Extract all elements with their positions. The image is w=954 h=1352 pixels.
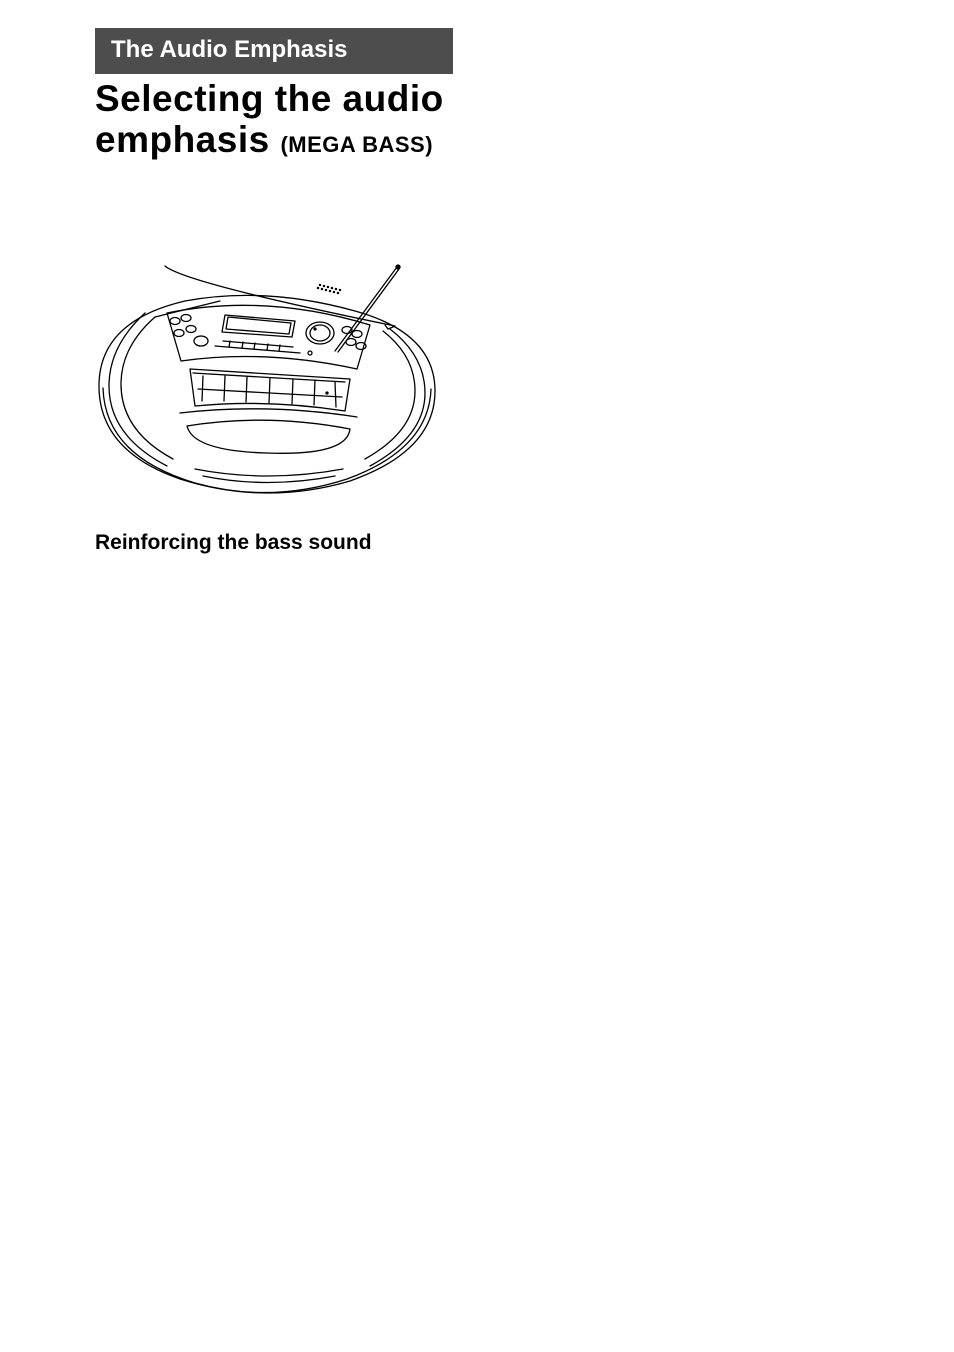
product-illustration	[95, 221, 440, 501]
title-line-1: Selecting the audio	[95, 80, 954, 119]
page-title-block: Selecting the audio emphasis (MEGA BASS)	[95, 80, 954, 161]
boombox-line-art-icon	[95, 221, 440, 501]
manual-page: The Audio Emphasis Selecting the audio e…	[0, 0, 954, 555]
title-subtext: (MEGA BASS)	[280, 132, 433, 157]
section-header: The Audio Emphasis	[95, 28, 453, 74]
title-line-2: emphasis (MEGA BASS)	[95, 119, 954, 162]
title-main-word: emphasis	[95, 119, 270, 160]
subheading: Reinforcing the bass sound	[95, 531, 954, 555]
